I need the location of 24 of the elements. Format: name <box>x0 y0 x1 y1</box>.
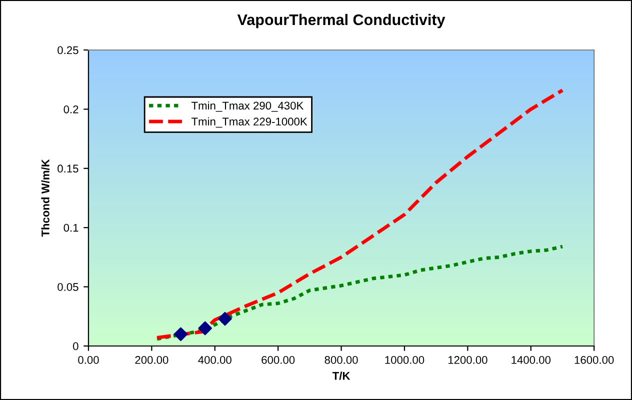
x-tick-label: 200.00 <box>135 356 168 364</box>
x-tick-label: 600.00 <box>262 356 295 364</box>
x-tick-label: 1200.00 <box>448 356 488 364</box>
y-tick-label: 0.1 <box>64 224 78 232</box>
y-tick-label: 0.25 <box>58 46 78 54</box>
x-tick-label: 1600.00 <box>574 356 614 364</box>
y-axis-title: Thcond W/m/K <box>41 159 50 237</box>
point <box>198 321 212 336</box>
x-axis-title: T/K <box>332 372 350 380</box>
legend-label: Tmin_Tmax 229-1000K <box>192 117 308 128</box>
chart-title: VapourThermal Conductivity <box>237 14 446 28</box>
x-tick-label: 400.00 <box>198 356 232 364</box>
y-tick-label: 0.15 <box>58 164 78 173</box>
line-series <box>155 244 564 341</box>
y-tick-label: 0 <box>73 342 78 350</box>
x-tick-label: 1400.00 <box>512 356 551 364</box>
point <box>218 312 232 326</box>
legend-label: Tmin_Tmax 290_430K <box>192 101 304 112</box>
x-tick-label: 1000.00 <box>385 356 424 364</box>
x-tick-label: 800.00 <box>324 356 358 364</box>
point <box>174 327 188 342</box>
y-tick-label: 0.05 <box>58 283 78 291</box>
y-tick-label: 0.2 <box>64 105 78 114</box>
x-tick-label: 0.00 <box>78 356 99 364</box>
